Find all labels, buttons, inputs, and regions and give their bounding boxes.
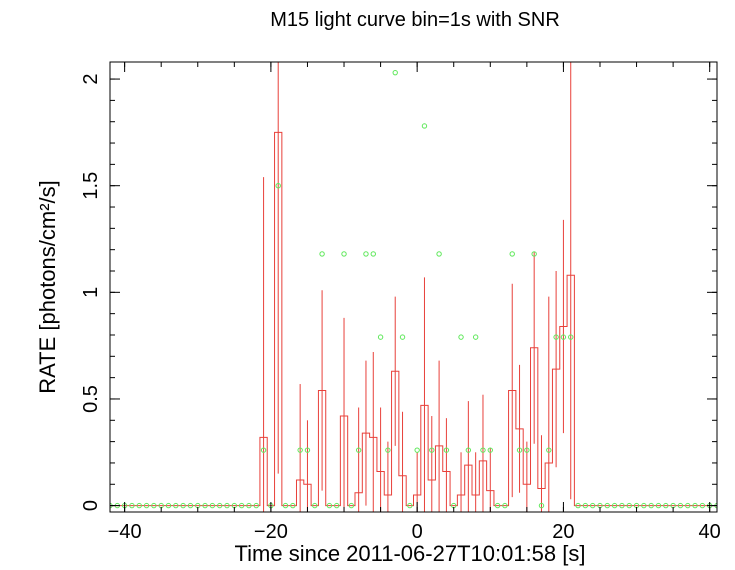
snr-point xyxy=(275,182,281,189)
y-tick-label: 1 xyxy=(80,287,102,298)
snr-point xyxy=(180,502,186,509)
plot-frame xyxy=(109,61,718,513)
snr-point xyxy=(319,251,325,257)
snr-point xyxy=(524,447,530,453)
snr-point xyxy=(216,502,223,509)
snr-point xyxy=(407,502,413,509)
snr-point xyxy=(392,69,398,76)
snr-point xyxy=(370,251,376,257)
snr-point xyxy=(385,447,391,453)
axes xyxy=(109,61,718,513)
snr-point xyxy=(290,502,296,509)
snr-point xyxy=(589,502,596,509)
snr-point xyxy=(472,334,479,340)
snr-point xyxy=(282,502,289,509)
snr-point xyxy=(436,251,442,257)
snr-point xyxy=(582,502,589,509)
chart-title: M15 light curve bin=1s with SNR xyxy=(270,9,560,31)
x-tick-label: −40 xyxy=(108,521,142,543)
snr-point xyxy=(575,502,581,509)
snr-point xyxy=(502,502,508,509)
x-tick-label: 20 xyxy=(552,521,574,543)
snr-point xyxy=(546,447,552,453)
snr-point xyxy=(641,502,647,509)
snr-point xyxy=(326,502,333,509)
y-axis-label: RATE [photons/cm²/s] xyxy=(35,180,60,394)
snr-point xyxy=(414,447,420,453)
snr-point xyxy=(312,502,318,509)
snr-point xyxy=(663,502,669,509)
x-tick-label: 40 xyxy=(699,521,721,543)
snr-point xyxy=(224,502,230,509)
plot-content xyxy=(110,62,717,512)
snr-point xyxy=(487,447,493,453)
snr-point xyxy=(626,502,632,509)
snr-point xyxy=(465,447,472,453)
y-tick-label: 1.5 xyxy=(80,172,102,200)
snr-point xyxy=(187,502,194,509)
x-tick-label: 0 xyxy=(412,521,423,543)
y-tick-label: 0.5 xyxy=(80,385,102,413)
x-tick-label: −20 xyxy=(254,521,288,543)
snr-point xyxy=(655,502,662,509)
snr-point xyxy=(509,251,515,257)
snr-point xyxy=(202,502,208,509)
snr-point xyxy=(355,447,362,453)
rate-histogram-line xyxy=(110,131,717,507)
snr-point xyxy=(692,502,698,509)
x-axis-label: Time since 2011-06-27T10:01:58 [s] xyxy=(235,541,586,566)
snr-point xyxy=(429,447,435,453)
snr-point xyxy=(165,502,172,509)
snr-point xyxy=(238,502,245,509)
snr-point xyxy=(480,447,486,453)
snr-point xyxy=(699,502,706,509)
snr-point xyxy=(304,447,311,453)
ticks: −40 −20 0 20 40 0 0.5 1 1.5 2 xyxy=(80,62,721,543)
snr-point xyxy=(297,447,303,453)
snr-point xyxy=(348,502,355,509)
snr-point xyxy=(129,502,135,509)
snr-point xyxy=(685,502,691,509)
snr-point xyxy=(399,334,406,340)
snr-point xyxy=(136,502,142,509)
snr-point xyxy=(611,502,618,509)
snr-point xyxy=(531,251,537,257)
snr-point xyxy=(677,502,684,509)
snr-point xyxy=(553,334,559,340)
snr-point xyxy=(648,502,654,509)
snr-point xyxy=(421,123,428,129)
snr-point xyxy=(619,502,625,509)
snr-point xyxy=(173,502,179,509)
snr-point xyxy=(443,447,450,453)
snr-point xyxy=(560,334,567,340)
snr-point xyxy=(246,502,252,509)
snr-point xyxy=(143,502,150,509)
snr-point xyxy=(209,502,216,509)
snr-point xyxy=(260,447,267,453)
snr-point xyxy=(494,502,501,509)
snr-point xyxy=(151,502,157,509)
y-tick-label: 2 xyxy=(80,74,102,85)
y-tick-label: 0 xyxy=(80,500,102,511)
snr-point xyxy=(377,334,384,340)
snr-point xyxy=(341,251,347,257)
snr-point xyxy=(604,502,611,509)
snr-point xyxy=(253,502,259,509)
snr-point xyxy=(516,447,523,453)
snr-point xyxy=(568,334,574,340)
plot-clipped xyxy=(110,62,717,512)
snr-point xyxy=(458,334,464,340)
snr-point xyxy=(538,502,545,509)
snr-point xyxy=(334,502,340,509)
snr-point xyxy=(363,251,369,257)
